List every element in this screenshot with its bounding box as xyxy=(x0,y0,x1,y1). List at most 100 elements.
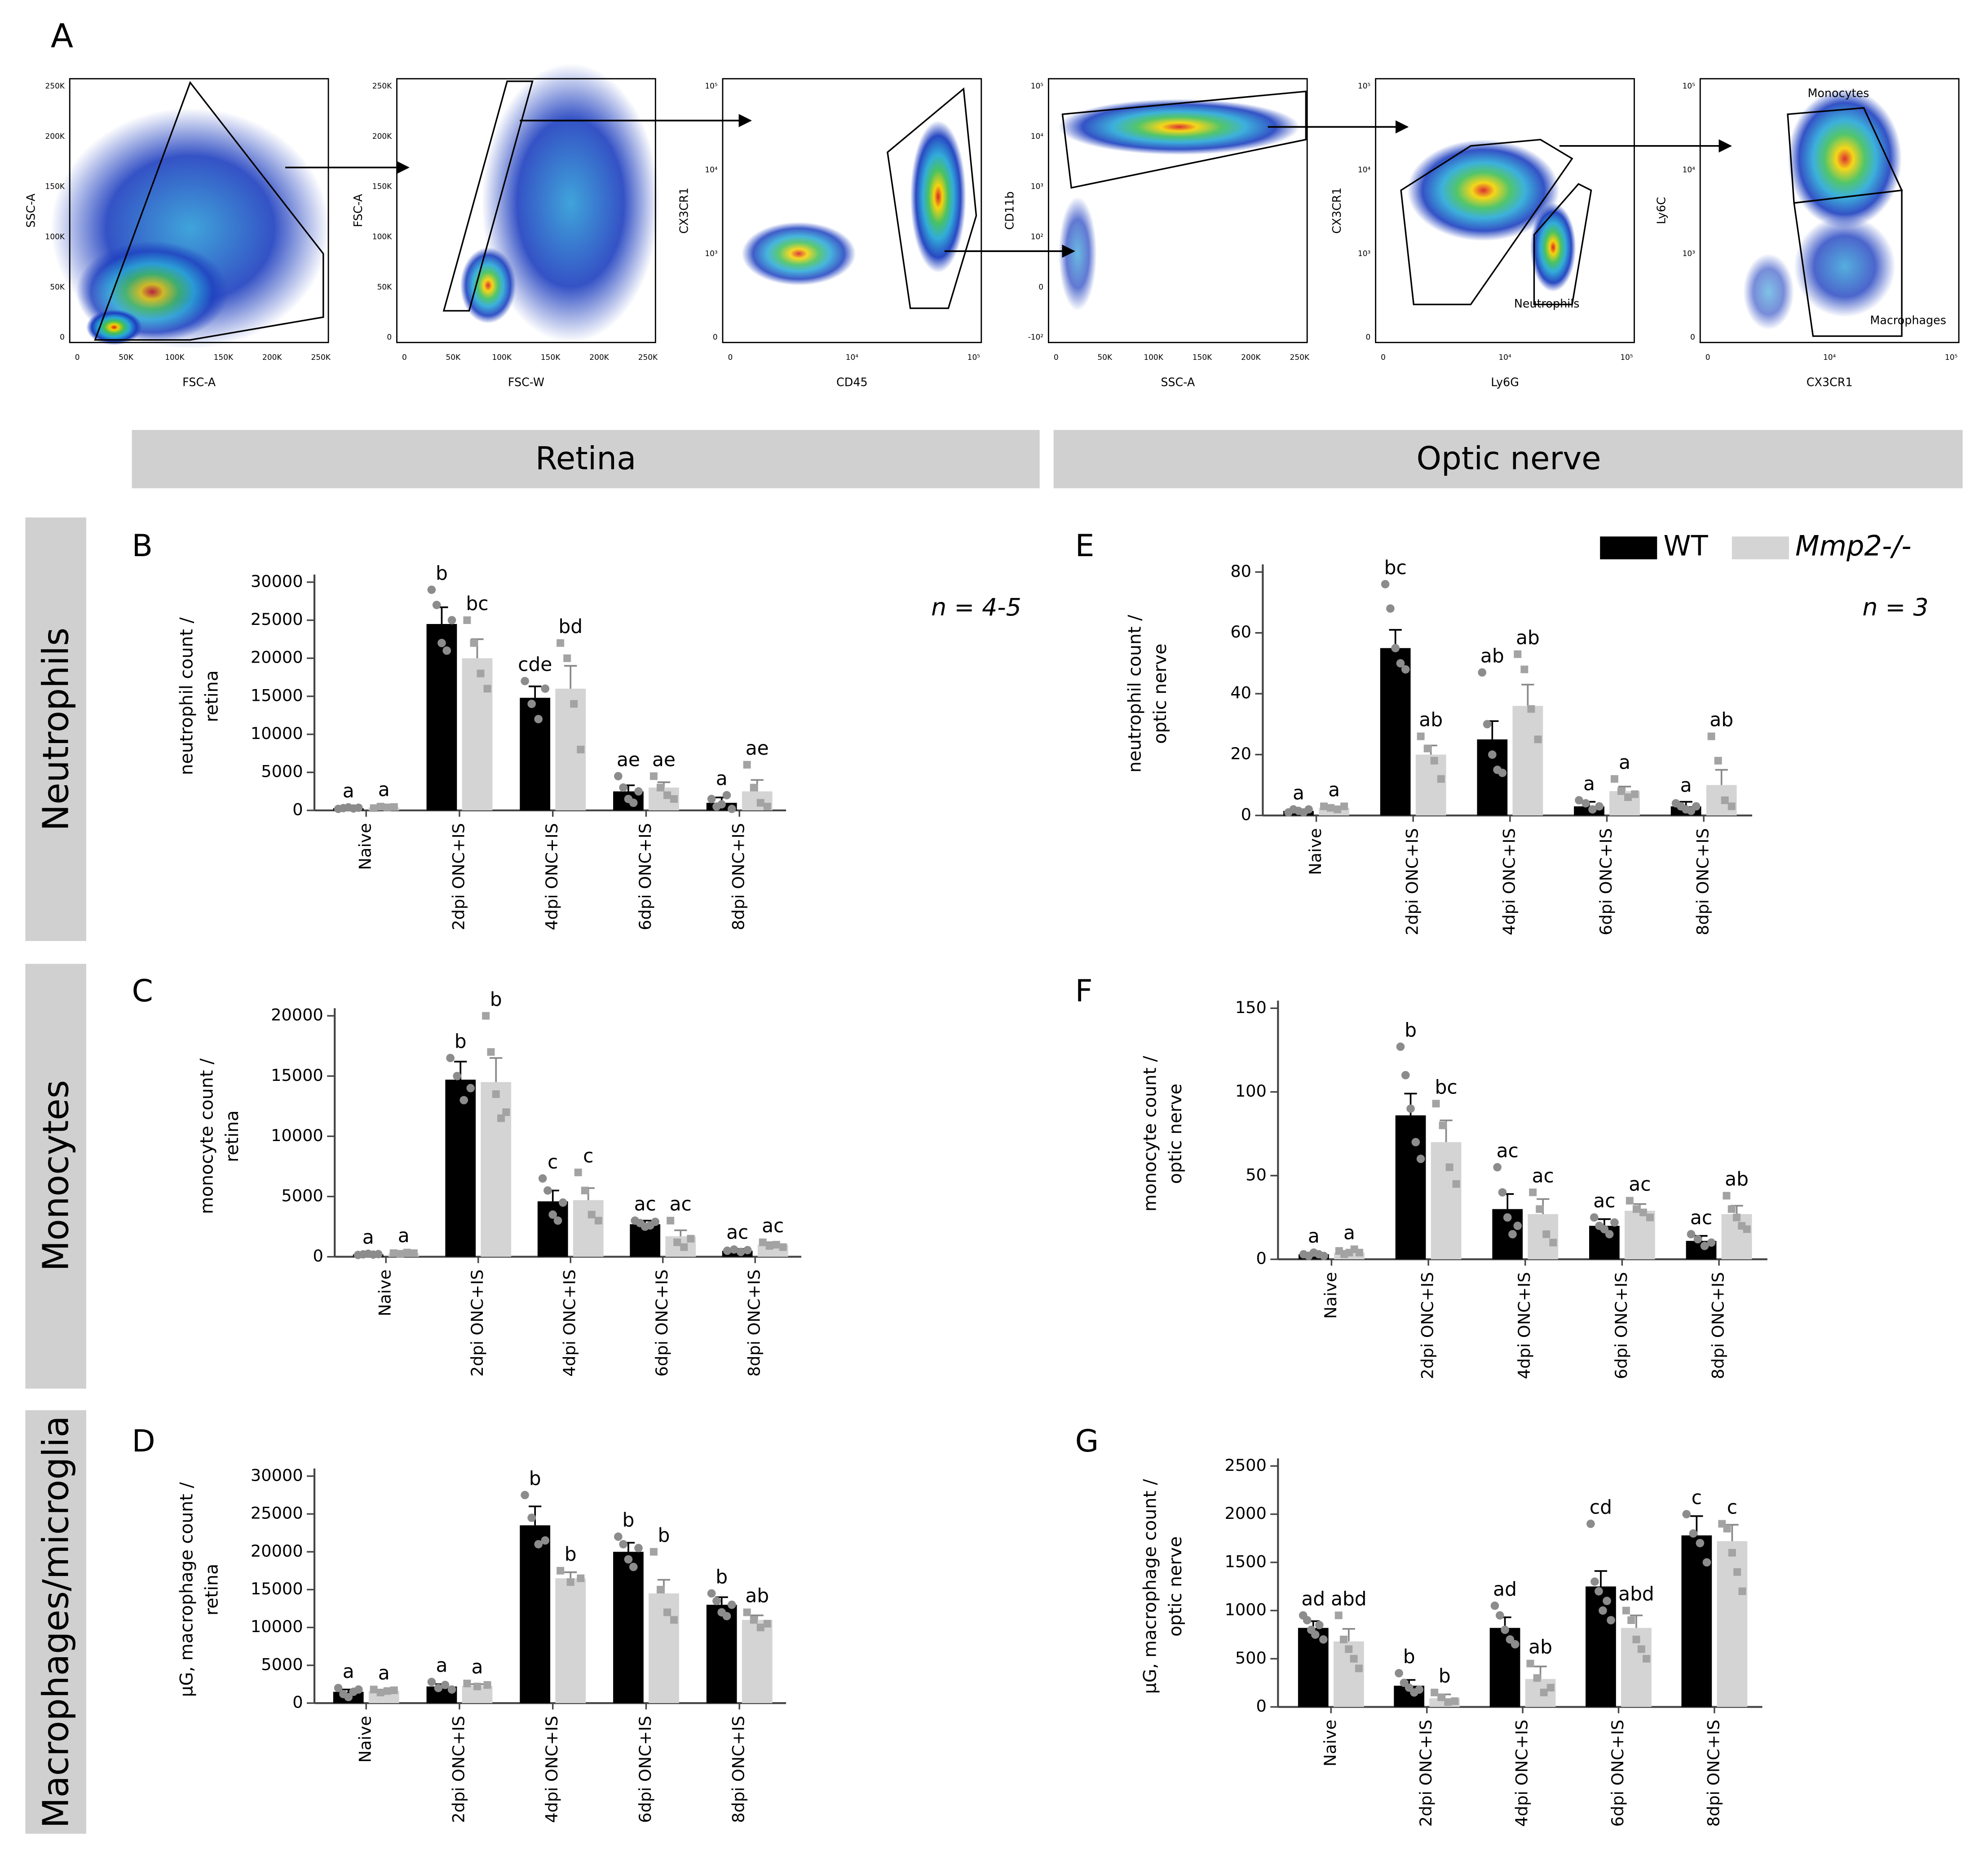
data-point xyxy=(1417,732,1425,740)
flow-y-label: CX3CR1 xyxy=(1330,187,1343,234)
y-tick-label: 150 xyxy=(1235,998,1267,1017)
flow-x-tick-label: 100K xyxy=(492,353,512,362)
data-point xyxy=(1478,668,1487,677)
data-point xyxy=(667,1217,675,1225)
bar xyxy=(706,1605,737,1704)
data-point xyxy=(441,1681,450,1690)
data-point xyxy=(1540,1688,1548,1696)
flow-y-tick-label: 10³ xyxy=(1683,249,1695,258)
flow-x-tick-label: 250K xyxy=(311,353,331,362)
flow-y-label: CD11b xyxy=(1003,191,1016,230)
significance-letter: a xyxy=(343,780,354,802)
y-axis-label: retina xyxy=(202,1564,222,1615)
data-point xyxy=(1315,1620,1324,1629)
x-tick-label: 8dpi ONC+IS xyxy=(729,823,748,930)
data-point xyxy=(656,783,664,792)
significance-letter: bd xyxy=(558,615,583,637)
gate-label: Monocytes xyxy=(1807,86,1869,100)
panel-label: E xyxy=(1075,528,1095,563)
y-axis-label: retina xyxy=(222,1111,243,1162)
flow-y-tick-label: 10³ xyxy=(1358,249,1370,258)
x-tick-label: 4dpi ONC+IS xyxy=(560,1270,579,1377)
data-point xyxy=(634,787,643,796)
data-point xyxy=(1590,1577,1599,1586)
data-point xyxy=(563,654,571,662)
flow-y-tick-label: 10⁴ xyxy=(1683,165,1696,174)
data-point xyxy=(527,699,536,708)
x-tick-label: 6dpi ONC+IS xyxy=(652,1270,672,1377)
flow-x-tick-label: 50K xyxy=(119,353,134,362)
significance-letter: a xyxy=(1328,779,1340,801)
x-tick-label: 6dpi ONC+IS xyxy=(1596,828,1616,935)
significance-letter: c xyxy=(1692,1487,1702,1509)
data-point xyxy=(1693,1235,1702,1243)
flow-x-tick-label: 10⁵ xyxy=(1620,353,1633,362)
data-point xyxy=(1437,775,1445,783)
significance-letter: ad xyxy=(1493,1578,1517,1600)
significance-letter: cde xyxy=(518,654,552,676)
significance-letter: ae xyxy=(652,748,676,770)
flow-x-tick-label: 0 xyxy=(728,353,733,362)
data-point xyxy=(376,1689,384,1697)
data-point xyxy=(502,1108,510,1116)
gate-label: Macrophages xyxy=(1870,313,1946,327)
data-point xyxy=(453,1071,461,1080)
y-tick-label: 30000 xyxy=(251,571,303,591)
density-cloud xyxy=(742,222,856,286)
data-point xyxy=(1483,720,1492,729)
y-tick-label: 40 xyxy=(1230,683,1251,703)
data-point xyxy=(707,795,716,803)
row-title: Neutrophils xyxy=(35,628,76,831)
data-point xyxy=(447,616,456,624)
data-point xyxy=(1586,1519,1595,1528)
significance-letter: cd xyxy=(1590,1496,1612,1518)
data-point xyxy=(1391,644,1400,652)
data-point xyxy=(1334,1611,1343,1620)
flow-x-label: Ly6G xyxy=(1491,376,1519,389)
bar xyxy=(1415,754,1446,816)
bar xyxy=(426,624,457,810)
data-point xyxy=(477,669,485,677)
data-point xyxy=(649,772,658,780)
flow-y-tick-label: 50K xyxy=(50,282,65,291)
data-point xyxy=(527,1513,536,1522)
x-tick-label: 2dpi ONC+IS xyxy=(449,1716,468,1823)
data-point xyxy=(442,646,451,655)
data-point xyxy=(1610,775,1618,783)
flow-x-label: FSC-W xyxy=(508,376,544,389)
plot-frame xyxy=(1699,78,1960,343)
data-point xyxy=(759,1238,767,1246)
gate xyxy=(1061,90,1307,189)
data-point xyxy=(1610,1218,1619,1227)
data-point xyxy=(736,1248,745,1257)
x-tick-label: 2dpi ONC+IS xyxy=(468,1270,487,1377)
y-tick-label: 0 xyxy=(292,800,303,819)
flow-y-tick-label: -10² xyxy=(1028,332,1043,341)
significance-letter: bc xyxy=(1435,1076,1457,1098)
data-point xyxy=(473,1682,481,1690)
significance-letter: ae xyxy=(617,748,640,770)
data-point xyxy=(1632,1205,1640,1213)
flow-x-label: SSC-A xyxy=(1161,376,1195,389)
data-point xyxy=(447,1685,456,1694)
x-tick-label: Naive xyxy=(376,1270,395,1316)
data-point xyxy=(1493,1163,1502,1172)
data-point xyxy=(1490,1602,1499,1610)
data-point xyxy=(1627,1616,1635,1624)
x-tick-label: 2dpi ONC+IS xyxy=(1416,1720,1436,1827)
data-point xyxy=(483,1681,491,1689)
data-point xyxy=(624,1555,633,1564)
data-point xyxy=(727,1600,736,1609)
data-point xyxy=(1432,1100,1440,1108)
section-bar xyxy=(1053,430,1963,488)
data-point xyxy=(558,1198,567,1207)
data-point xyxy=(410,1249,418,1257)
data-point xyxy=(470,639,478,647)
data-point xyxy=(772,1241,780,1249)
plot-frame xyxy=(396,78,656,343)
density-cloud xyxy=(1407,139,1559,241)
data-point xyxy=(459,1096,468,1105)
flow-y-tick-label: 250K xyxy=(45,81,65,90)
data-point xyxy=(541,684,550,693)
gate-label: Neutrophils xyxy=(1514,297,1580,310)
